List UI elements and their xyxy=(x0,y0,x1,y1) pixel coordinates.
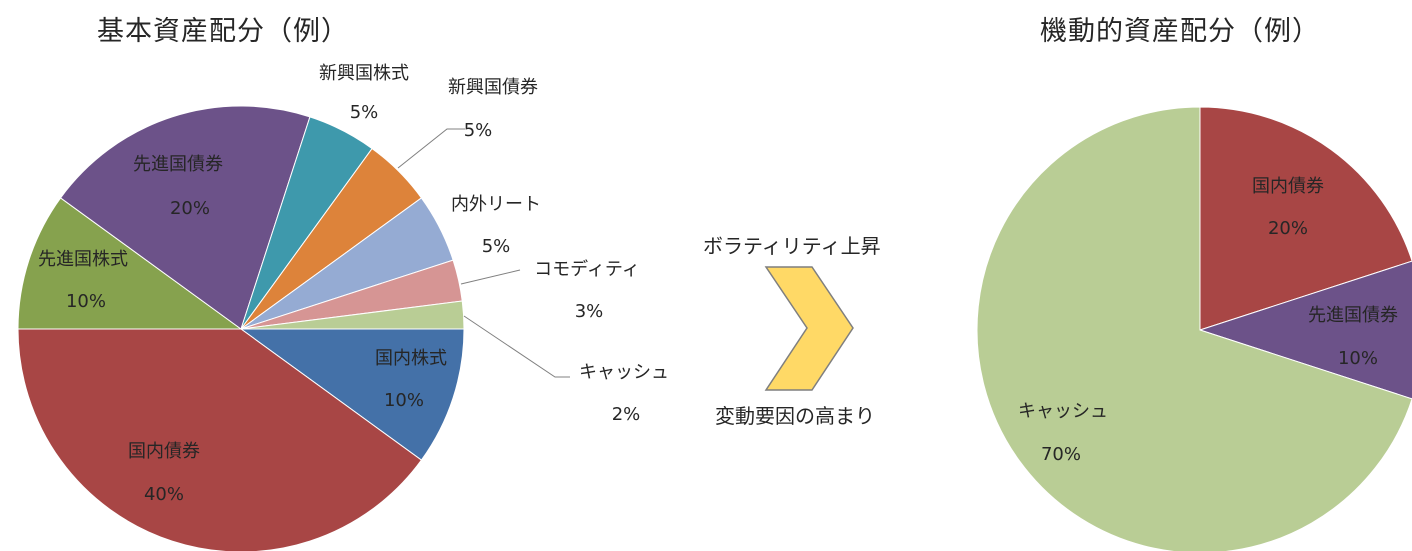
slice-name-label: 新興国債券 xyxy=(448,77,538,98)
slice-value-label: 20% xyxy=(1268,218,1308,239)
slice-name-label: 新興国株式 xyxy=(319,63,409,84)
chevron-arrow-icon xyxy=(764,266,854,391)
slice-value-label: 10% xyxy=(66,291,106,312)
left-chart-title: 基本資産配分（例） xyxy=(97,16,349,47)
slice-value-label: 3% xyxy=(575,301,604,322)
pie-slice xyxy=(1198,260,1412,400)
slice-name-label: 内外リート xyxy=(451,194,541,215)
transition-bottom-text: 変動要因の高まり xyxy=(715,404,875,428)
pie-slice xyxy=(240,300,465,330)
slice-name-label: 先進国債券 xyxy=(133,154,223,175)
slice-name-label: 国内株式 xyxy=(375,348,447,369)
transition-top-text: ボラティリティ上昇 xyxy=(703,234,881,258)
right-chart-title: 機動的資産配分（例） xyxy=(1040,16,1320,47)
slice-value-label: 70% xyxy=(1041,444,1081,465)
leader-line xyxy=(463,315,570,378)
slice-value-label: 5% xyxy=(350,102,379,123)
slice-value-label: 5% xyxy=(464,120,493,141)
slice-value-label: 10% xyxy=(1338,348,1378,369)
slice-value-label: 40% xyxy=(144,484,184,505)
slice-name-label: キャッシュ xyxy=(579,362,669,383)
pie-slice xyxy=(59,105,311,330)
slice-name-label: キャッシュ xyxy=(1018,401,1108,422)
pie-slice xyxy=(239,328,465,461)
pie-slice xyxy=(17,328,423,551)
slice-name-label: 先進国債券 xyxy=(1308,305,1398,326)
leader-line xyxy=(397,128,465,169)
slice-name-label: 先進国株式 xyxy=(38,249,128,270)
slice-name-label: 国内債券 xyxy=(1252,176,1324,197)
pie-slice xyxy=(17,197,243,330)
leader-line xyxy=(460,269,521,285)
pie-slice xyxy=(1199,106,1412,331)
slice-value-label: 20% xyxy=(170,198,210,219)
slice-value-label: 10% xyxy=(384,390,424,411)
pie-slice xyxy=(976,106,1412,551)
slice-value-label: 2% xyxy=(612,404,641,425)
slice-value-label: 5% xyxy=(482,236,511,257)
slice-name-label: 国内債券 xyxy=(128,441,200,462)
slice-name-label: コモディティ xyxy=(534,259,640,280)
